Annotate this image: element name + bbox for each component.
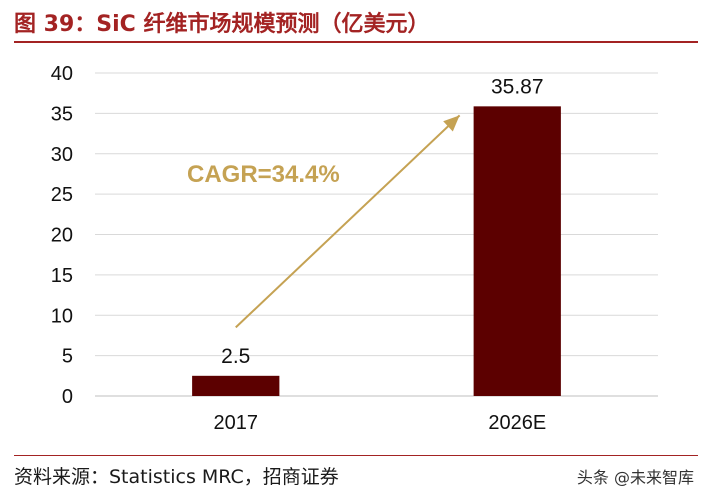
x-axis-ticks: 2017 2026E [214, 412, 547, 434]
bars [192, 106, 561, 397]
figure-title: 图 39：SiC 纤维市场规模预测（亿美元） [14, 12, 430, 37]
cagr-arrow-head [443, 115, 460, 132]
y-tick-label: 35 [51, 103, 73, 125]
y-tick-label: 25 [51, 184, 73, 206]
y-tick-label: 5 [62, 346, 73, 368]
y-tick-label: 0 [62, 386, 73, 408]
title-divider [14, 41, 698, 43]
y-tick-label: 10 [51, 305, 73, 327]
data-label: 2.5 [221, 345, 250, 368]
cagr-annotation: CAGR=34.4% [187, 114, 461, 329]
watermark: 头条 @未来智库 [576, 468, 694, 487]
y-axis-ticks: 0 5 10 15 20 25 30 35 40 [51, 63, 73, 408]
y-tick-label: 30 [51, 144, 73, 166]
bar-2017 [192, 375, 280, 396]
y-tick-label: 15 [51, 265, 73, 287]
data-label: 35.87 [491, 75, 544, 98]
footer-divider [14, 455, 698, 456]
y-tick-label: 20 [51, 225, 73, 247]
data-labels: 2.5 35.87 [221, 75, 543, 367]
x-tick-label: 2017 [214, 412, 259, 434]
source-note: 资料来源：Statistics MRC，招商证券 [14, 466, 339, 488]
cagr-arrow-line [235, 114, 461, 329]
x-tick-label: 2026E [488, 412, 546, 434]
gridlines [95, 72, 658, 397]
cagr-label: CAGR=34.4% [187, 161, 340, 188]
bar-2026E [473, 106, 561, 397]
y-tick-label: 40 [51, 63, 73, 85]
